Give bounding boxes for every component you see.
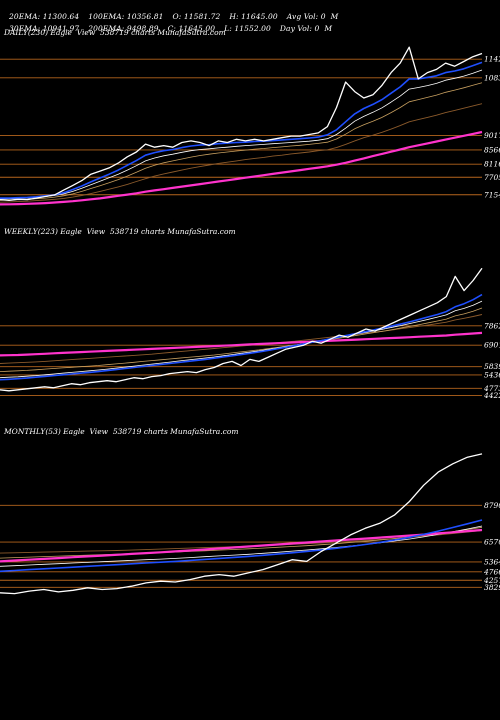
weekly-level-label: 4422 xyxy=(483,391,500,400)
header-row-1: 20EMA: 11300.64 100EMA: 10356.81 O: 11581.… xyxy=(4,3,347,21)
ema100-readout: 100EMA: 10356.81 xyxy=(88,12,164,21)
day-vol-readout: Day Vol: 0 M xyxy=(279,24,333,33)
monthly-price-line xyxy=(0,453,483,595)
daily-level-label: 7705 xyxy=(484,173,500,182)
low-readout: L: 11552.00 xyxy=(224,24,271,33)
weekly-level-label: 4773 xyxy=(483,384,500,393)
weekly-ema20-line xyxy=(0,293,483,381)
weekly-chart-title: WEEKLY(223) Eagle View 538719 charts Mun… xyxy=(4,227,236,236)
open-readout: O: 11581.72 xyxy=(172,12,221,21)
ema30-readout: 30EMA: 10941.97 xyxy=(8,24,80,33)
weekly-level-label: 7862 xyxy=(484,321,500,330)
high-readout: H: 11645.00 xyxy=(229,12,278,21)
weekly-ema200-line xyxy=(0,331,483,357)
daily-level-label: 9017 xyxy=(484,131,500,140)
daily-price-line xyxy=(0,46,483,201)
daily-ema30-line xyxy=(0,69,483,200)
daily-chart: 11422 10836 9017 8566 8116 7705 7154 xyxy=(0,46,500,206)
daily-level-label: 10836 xyxy=(484,73,500,82)
daily-level-label: 11422 xyxy=(484,55,500,64)
daily-chart-title: DAILY(230) Eagle View 538719 charts Muna… xyxy=(4,28,226,37)
daily-level-label: 7154 xyxy=(484,190,500,199)
header-row-2: 30EMA: 10941.97 200EMA: 9498.89 C: 11645.0… xyxy=(4,15,341,33)
daily-level-label: 8566 xyxy=(484,145,500,154)
ema20-readout: 20EMA: 11300.64 xyxy=(8,12,80,21)
weekly-chart: 7862 6901 58395436 47734422 xyxy=(0,267,500,400)
weekly-level-label: 5436 xyxy=(484,370,500,379)
monthly-level-label: 6570 xyxy=(484,538,500,547)
close-readout: C: 11645.00 xyxy=(167,24,216,33)
monthly-ema30-line xyxy=(0,525,483,567)
daily-ema200-line xyxy=(0,130,483,206)
weekly-ema50-line xyxy=(0,307,483,372)
weekly-price-line xyxy=(0,267,483,392)
daily-level-label: 8116 xyxy=(484,160,500,169)
monthly-ema200-line xyxy=(0,528,483,563)
monthly-ema50-line xyxy=(0,526,483,559)
monthly-chart: 8790 6570 5364476642573829 xyxy=(0,453,500,595)
weekly-ema30-line xyxy=(0,300,483,379)
daily-ema50-line xyxy=(0,82,483,201)
monthly-level-label: 3829 xyxy=(484,583,500,592)
weekly-ema100-line xyxy=(0,314,483,364)
weekly-level-label: 5839 xyxy=(484,362,500,371)
daily-ema20-line xyxy=(0,61,483,199)
ema200-readout: 200EMA: 9498.89 xyxy=(88,24,159,33)
avg-vol-readout: Avg Vol: 0 M xyxy=(286,12,339,21)
daily-ema100-line xyxy=(0,103,483,203)
monthly-level-label: 8790 xyxy=(484,501,500,510)
monthly-chart-title: MONTHLY(53) Eagle View 538719 charts Mun… xyxy=(4,427,239,436)
monthly-level-label: 4257 xyxy=(483,576,500,585)
monthly-level-label: 4766 xyxy=(483,567,500,576)
monthly-ema20-line xyxy=(0,519,483,573)
weekly-level-label: 6901 xyxy=(484,341,500,350)
